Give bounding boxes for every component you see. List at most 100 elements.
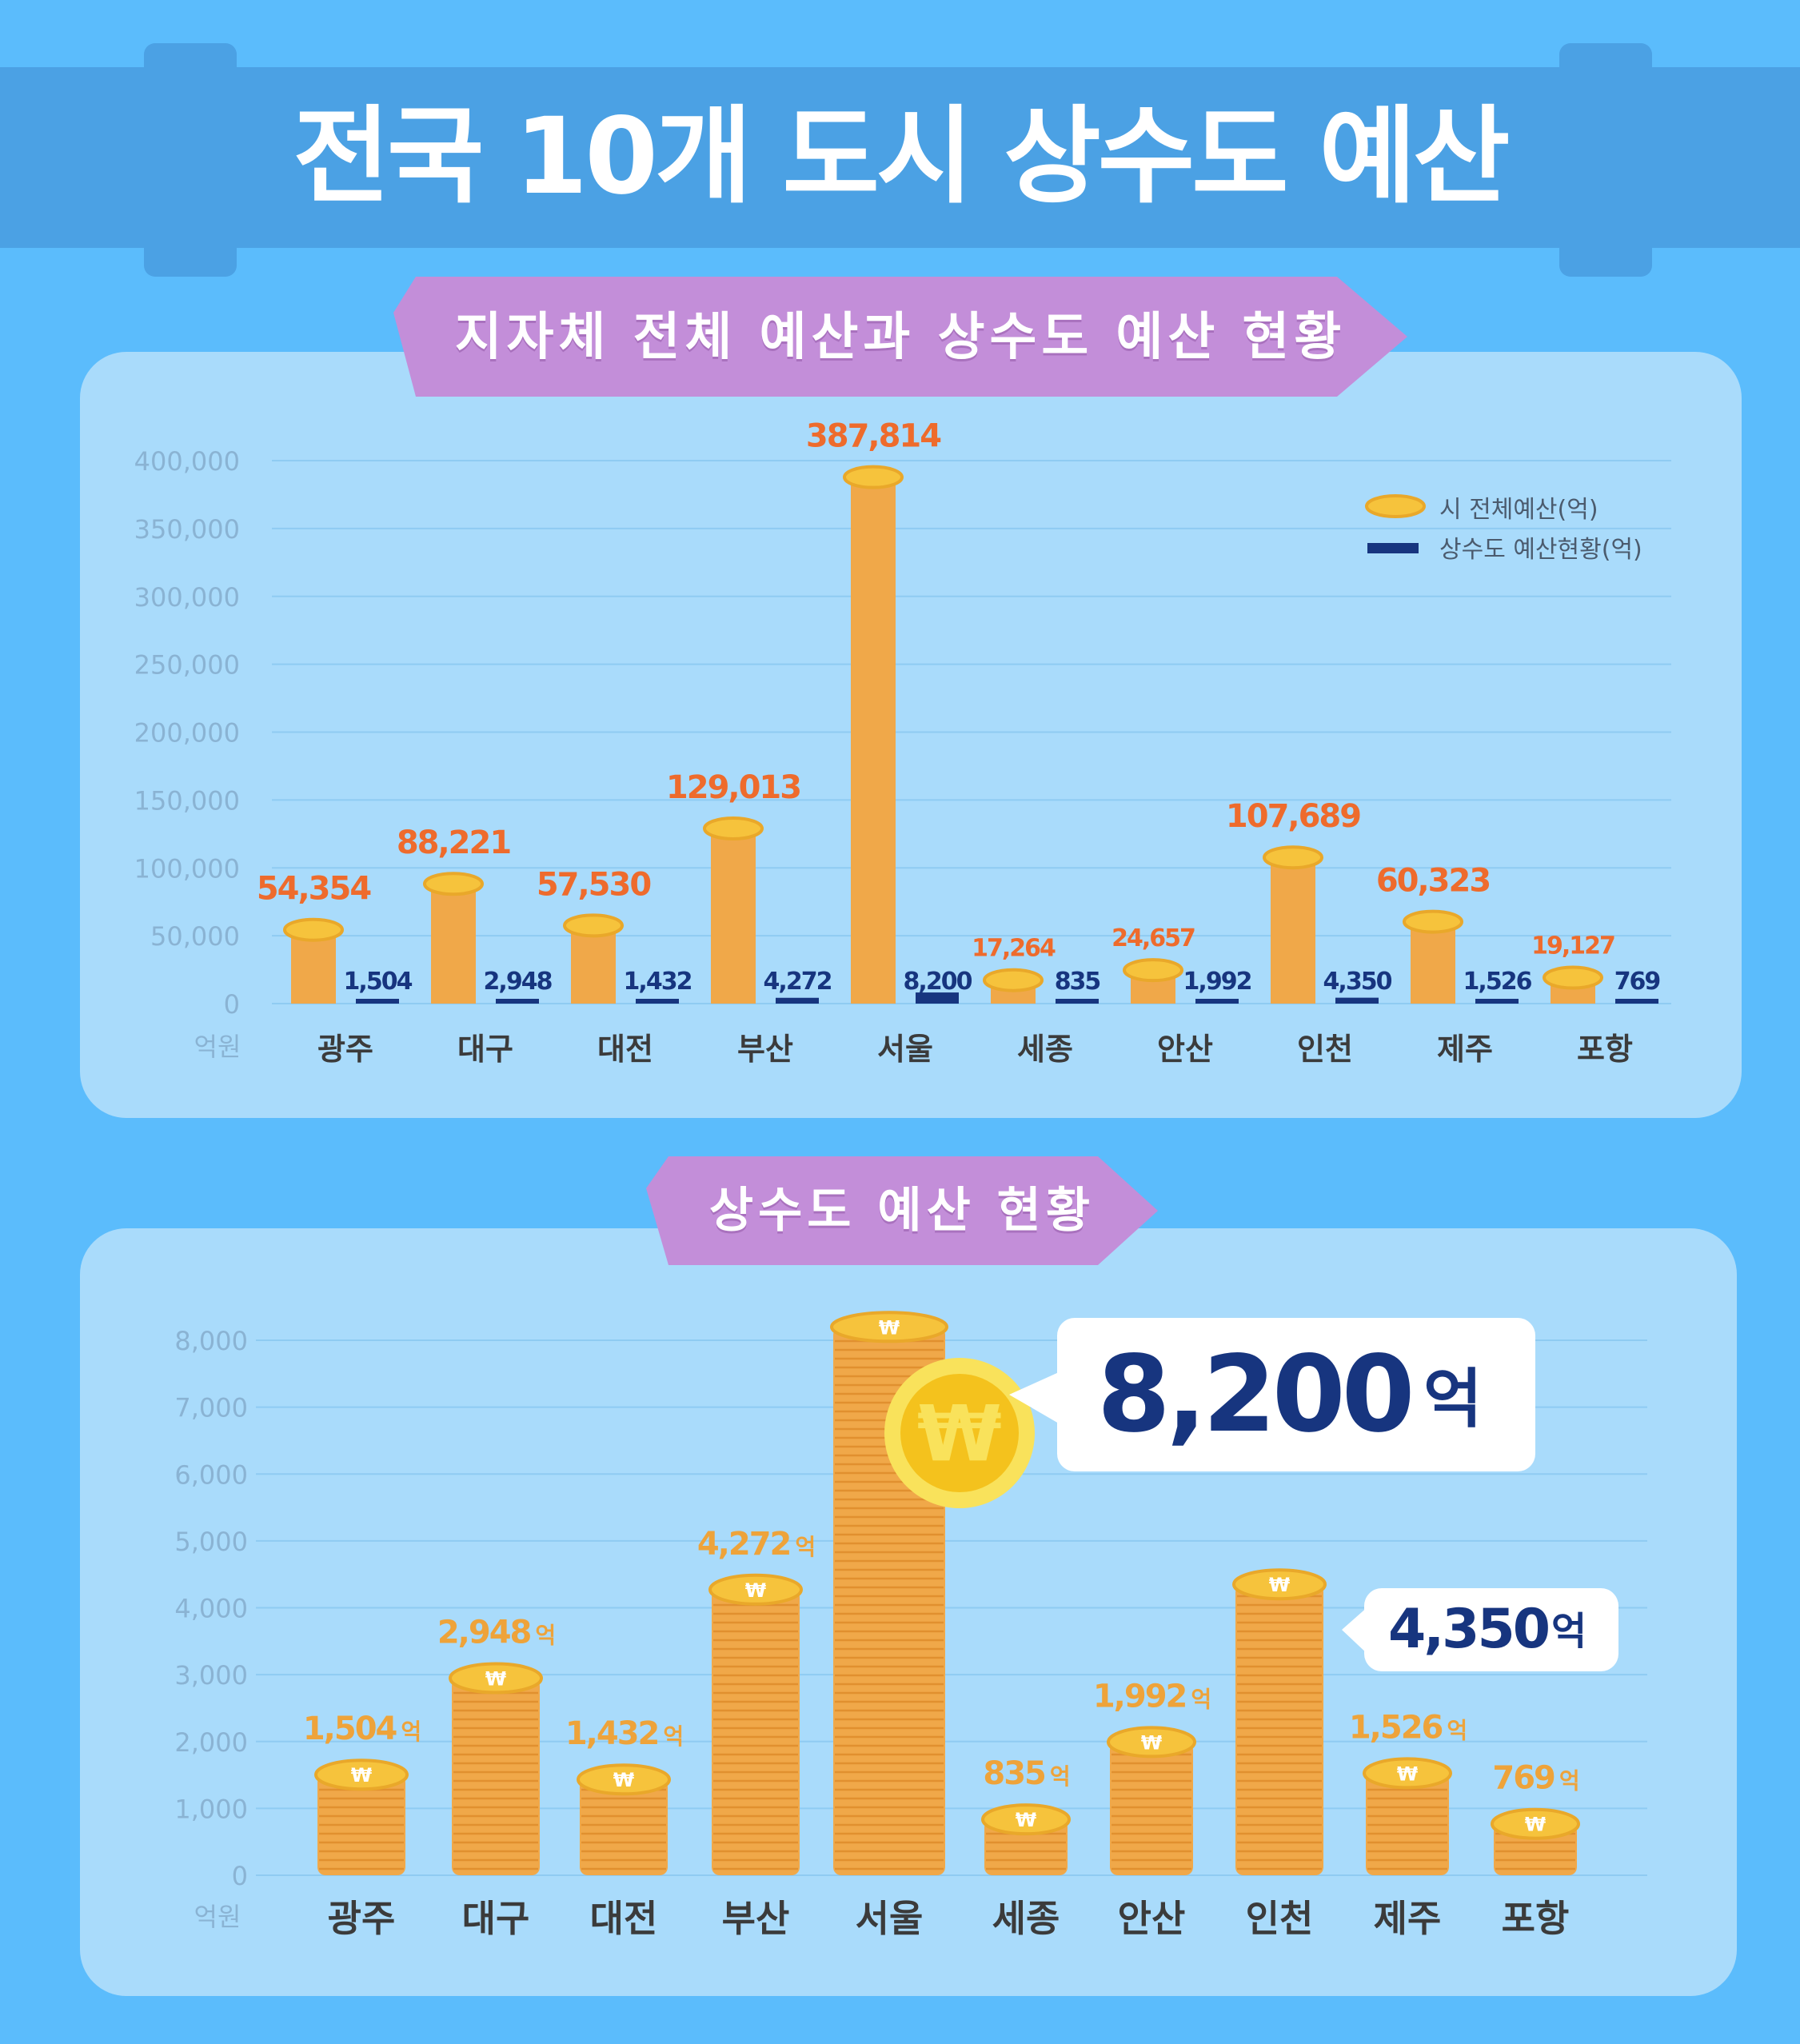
city-label: 제주 <box>1437 1032 1493 1067</box>
coin-stack-unit-label: 억 <box>663 1723 682 1750</box>
won-symbol-icon: ₩ <box>745 1579 767 1602</box>
chart1-ytick-label: 100,000 <box>134 853 240 884</box>
water-budget-value-label: 8,200 <box>904 968 972 996</box>
chart1-legend: 시 전체예산(억) 상수도 예산현황(억) <box>1365 494 1642 564</box>
coin-stack-value-label: 4,272 억 <box>697 1526 814 1563</box>
total-budget-coin-top <box>1263 845 1323 870</box>
coin-stack-body <box>1110 1742 1193 1875</box>
title-tab-left <box>144 43 237 277</box>
city-label: 서울 <box>856 1897 924 1940</box>
total-budget-coin-top <box>1403 909 1463 934</box>
city-label: 안산 <box>1118 1897 1186 1940</box>
water-budget-bar <box>1335 997 1379 1004</box>
coin-stack: ₩ <box>449 1662 543 1875</box>
won-symbol-icon: ₩ <box>351 1764 373 1787</box>
chart2-ytick-label: 5,000 <box>174 1527 248 1557</box>
city-label: 광주 <box>328 1897 396 1940</box>
callout-incheon <box>1364 1588 1618 1671</box>
total-budget-bar <box>851 477 896 1004</box>
chart1-ytick-label: 200,000 <box>134 718 240 749</box>
coin-stack-value-label: 769 억 <box>1492 1760 1578 1797</box>
chart2-ytick-label: 0 <box>232 1861 248 1891</box>
chart1-panel <box>80 352 1742 1118</box>
city-label: 포항 <box>1502 1897 1570 1940</box>
coin-stack-top <box>449 1662 543 1695</box>
water-budget-bar <box>776 997 819 1004</box>
page-title: 전국 10개 도시 상수도 예산 <box>293 95 1511 218</box>
coin-stack-unit-label: 억 <box>1050 1763 1069 1790</box>
chart2-ytick-label: 3,000 <box>174 1660 248 1691</box>
water-budget-value-label: 1,992 <box>1183 968 1251 996</box>
title-band <box>0 67 1800 248</box>
chart2-ytick-label: 1,000 <box>174 1794 248 1824</box>
total-budget-bar <box>431 884 476 1004</box>
total-budget-bar <box>711 828 756 1004</box>
chart2-ytick-label: 4,000 <box>174 1594 248 1624</box>
chart2-ribbon <box>646 1156 1158 1265</box>
chart1-ytick-label: 50,000 <box>150 921 240 952</box>
callout-seoul-value: 8,200 <box>1097 1333 1415 1456</box>
coin-stack: ₩ <box>1491 1807 1580 1875</box>
total-budget-value-label: 88,221 <box>397 824 511 861</box>
chart2-ytick-label: 6,000 <box>174 1459 248 1490</box>
water-budget-bar <box>356 999 399 1004</box>
chart1-ytick-label: 300,000 <box>134 582 240 613</box>
total-budget-coin-top <box>423 872 484 896</box>
coin-stack-body <box>712 1589 800 1875</box>
water-budget-value-label: 835 <box>1055 968 1100 996</box>
chart1-ytick-label: 150,000 <box>134 785 240 816</box>
city-label: 포항 <box>1577 1032 1633 1067</box>
chart2-ytick-label: 8,000 <box>174 1326 248 1356</box>
water-budget-bar <box>636 999 679 1004</box>
chart1-ytick-label: 0 <box>224 989 240 1020</box>
coin-stack-top <box>1107 1726 1196 1759</box>
won-symbol-icon: ₩ <box>485 1667 507 1690</box>
water-budget-bar <box>916 992 959 1004</box>
water-budget-bar <box>1475 999 1519 1004</box>
coin-stack-top <box>1232 1568 1327 1601</box>
total-budget-value-label: 107,689 <box>1226 798 1360 835</box>
water-budget-value-label: 1,504 <box>344 968 413 996</box>
chart1-unit-label: 억원 <box>194 1032 241 1062</box>
won-symbol-icon: ₩ <box>1525 1814 1547 1836</box>
city-label: 대전 <box>590 1897 658 1940</box>
city-label: 대구 <box>462 1897 530 1940</box>
total-budget-coin-top <box>843 465 904 489</box>
total-budget-bar <box>1271 857 1315 1004</box>
coin-stack: ₩ <box>1232 1568 1327 1875</box>
total-budget-bar <box>291 929 336 1004</box>
total-budget-value-label: 60,323 <box>1376 863 1490 900</box>
total-budget-coin-top <box>983 968 1044 992</box>
coin-stack-top <box>1491 1807 1580 1840</box>
city-label: 안산 <box>1157 1032 1213 1067</box>
callout1-pointer <box>1009 1372 1059 1423</box>
chart1-ytick-label: 400,000 <box>134 446 240 477</box>
water-budget-value-label: 4,272 <box>764 968 832 996</box>
coin-stack-top <box>708 1573 803 1606</box>
coin-stack-value-label: 2,948 억 <box>437 1614 554 1651</box>
callout2-pointer <box>1342 1606 1369 1655</box>
water-budget-value-label: 1,432 <box>624 968 692 996</box>
total-budget-value-label: 387,814 <box>806 418 940 455</box>
coin-stack-top <box>314 1759 409 1791</box>
won-symbol-icon: ₩ <box>1397 1763 1419 1785</box>
won-symbol-icon: ₩ <box>613 1769 635 1791</box>
water-budget-value-label: 769 <box>1614 968 1660 996</box>
chart2-ytick-label: 2,000 <box>174 1727 248 1758</box>
legend-coin-icon <box>1365 494 1426 518</box>
chart1-ytick-label: 250,000 <box>134 650 240 681</box>
coin-stack-value-label: 1,992 억 <box>1093 1678 1210 1715</box>
city-label: 대구 <box>457 1032 513 1067</box>
won-symbol-icon: ₩ <box>1016 1809 1037 1831</box>
legend-total-label: 시 전체예산(억) <box>1439 496 1598 524</box>
coin-stack-unit-label: 억 <box>795 1534 814 1560</box>
water-budget-bar <box>496 999 539 1004</box>
city-label: 서울 <box>877 1032 933 1067</box>
water-budget-bar <box>1056 999 1099 1004</box>
legend-water-label: 상수도 예산현황(억) <box>1439 536 1642 564</box>
total-budget-value-label: 17,264 <box>972 935 1056 963</box>
coin-stack-unit-label: 억 <box>1191 1686 1210 1712</box>
won-coin-icon: ₩ <box>884 1358 1035 1508</box>
chart2-unit-label: 억원 <box>194 1902 241 1932</box>
total-budget-coin-top <box>283 917 344 942</box>
